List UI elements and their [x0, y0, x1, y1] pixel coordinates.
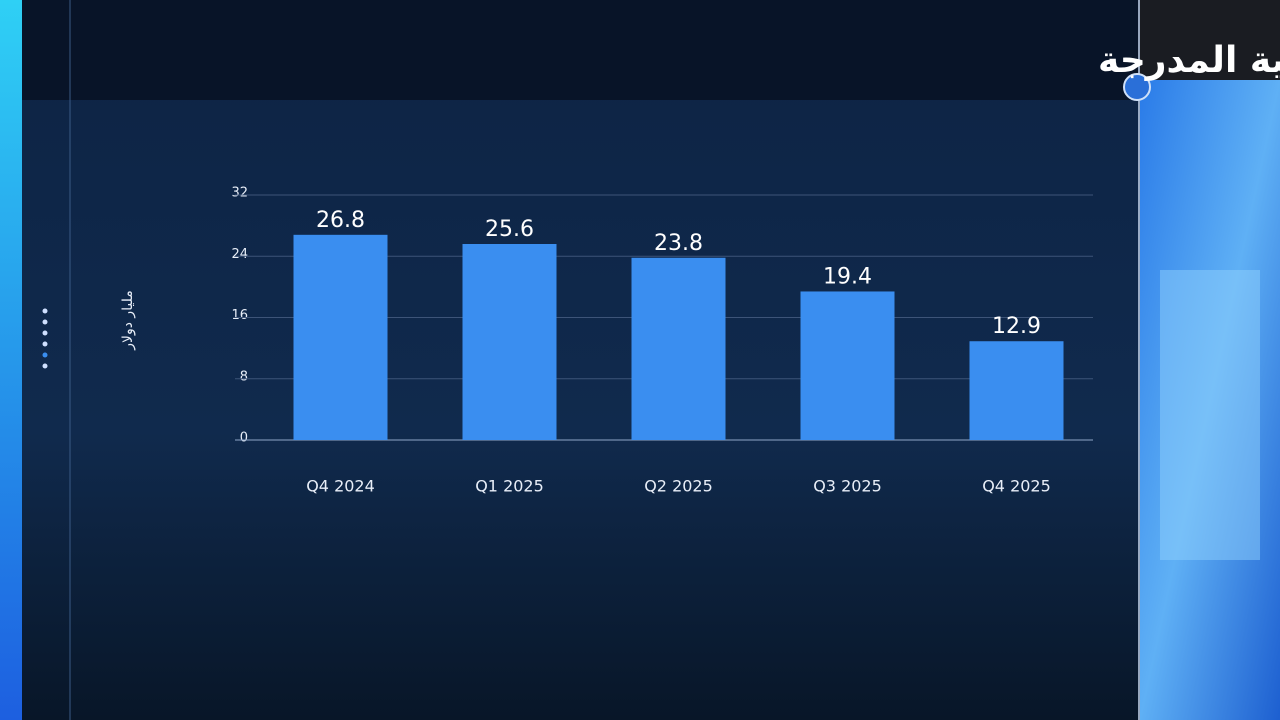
x-tick-label: Q4 2025 [982, 477, 1051, 496]
value-label: 19.4 [823, 264, 872, 289]
bar [631, 257, 726, 440]
background [0, 0, 1140, 720]
chart-title: ملكية PIF في الشركات الأميركية المدرجة [1098, 37, 1280, 81]
value-label: 26.8 [316, 208, 365, 233]
left-strip [0, 0, 22, 720]
corner-panel [1140, 0, 1280, 80]
bar [969, 341, 1064, 440]
value-label: 25.6 [485, 217, 534, 242]
chart-icon [1123, 73, 1151, 101]
side-decoration [1160, 270, 1260, 560]
pager-dots [42, 308, 48, 369]
bar [462, 244, 557, 440]
title-bar [0, 0, 1140, 100]
x-tick-label: Q1 2025 [475, 477, 544, 496]
bar [293, 234, 388, 440]
y-tick-label: 16 [231, 308, 248, 323]
y-tick-label: 24 [231, 247, 248, 262]
x-tick-label: Q4 2024 [306, 477, 375, 496]
x-tick-label: Q2 2025 [644, 477, 713, 496]
value-label: 12.9 [992, 314, 1041, 339]
y-tick-label: 8 [240, 369, 248, 384]
y-tick-label: 32 [231, 186, 248, 201]
y-tick-label: 0 [240, 431, 248, 446]
x-tick-label: Q3 2025 [813, 477, 882, 496]
value-label: 23.8 [654, 231, 703, 256]
y-axis-label: مليار دولار [120, 290, 136, 351]
bar [800, 291, 895, 440]
